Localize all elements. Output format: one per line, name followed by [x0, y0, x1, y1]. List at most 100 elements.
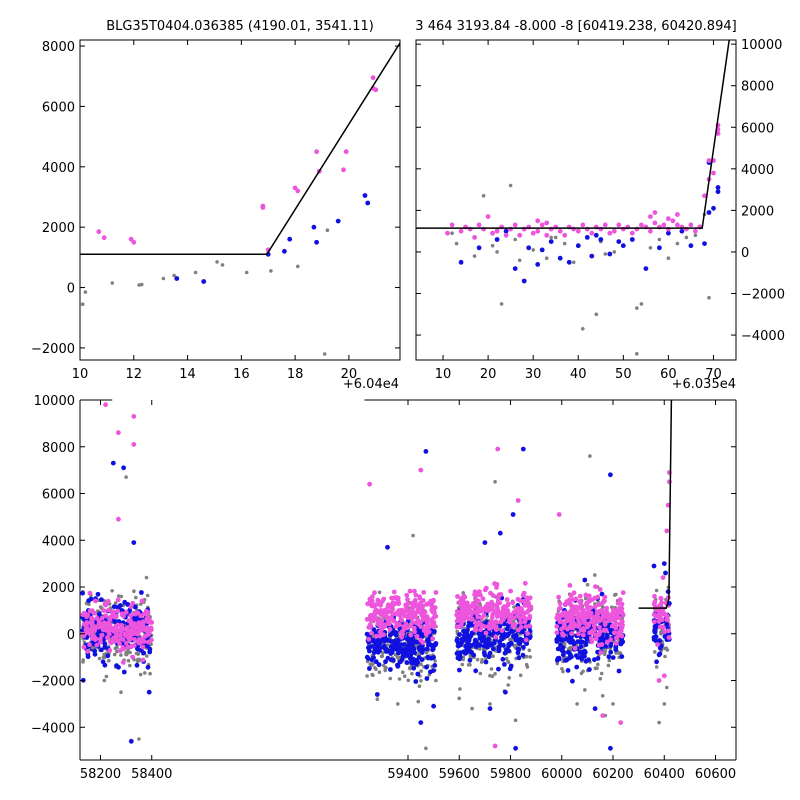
gray-point: [410, 671, 414, 676]
pink-point: [593, 584, 598, 589]
pink-point: [648, 214, 653, 220]
gray-outlier: [102, 678, 107, 683]
y-tick-label: −2000: [741, 288, 785, 303]
x-tick-label: 59800: [490, 767, 531, 782]
gray-point: [244, 270, 249, 275]
pink-point: [564, 610, 569, 616]
blue-point: [575, 243, 581, 249]
pink-point: [586, 609, 591, 615]
blue-point: [652, 624, 658, 629]
blue-point: [406, 646, 411, 652]
pink-point: [567, 601, 573, 607]
pink-point: [368, 618, 374, 623]
blue-point: [413, 679, 419, 684]
gray-point: [454, 241, 459, 246]
pink-point: [103, 613, 109, 618]
pink-point: [132, 623, 138, 628]
gray-outlier: [424, 746, 428, 751]
pink-point: [569, 615, 574, 620]
pink-point: [655, 642, 660, 647]
blue-point: [139, 590, 144, 595]
pink-point: [557, 606, 562, 612]
blue-point: [424, 664, 429, 670]
pink-point: [490, 230, 495, 236]
pink-point: [652, 220, 658, 226]
pink-point: [399, 617, 404, 623]
pink-point: [455, 594, 460, 599]
pink-outlier: [103, 402, 108, 408]
blue-point: [457, 667, 462, 673]
pink-point: [629, 230, 635, 236]
blue-outlier: [592, 706, 598, 711]
pink-point: [459, 602, 464, 608]
pink-point: [413, 600, 418, 606]
pink-outlier: [556, 512, 562, 517]
x-tick-label: 10: [72, 367, 89, 382]
pink-outlier: [665, 502, 671, 508]
pink-point: [119, 628, 124, 634]
pink-point: [558, 618, 564, 624]
y-tick-label: 0: [67, 282, 75, 297]
axis-frame: [415, 39, 737, 361]
pink-point: [472, 589, 478, 595]
blue-point: [456, 643, 461, 649]
top-right-title: 3 464 3193.84 -8.000 -8 [60419.238, 6042…: [415, 19, 736, 34]
gray-point: [397, 677, 402, 681]
blue-point: [424, 646, 430, 652]
blue-point: [464, 631, 470, 637]
pink-point: [380, 613, 385, 618]
blue-outlier: [487, 706, 493, 711]
x-tick-label: 60400: [644, 767, 685, 782]
pink-point: [560, 631, 565, 636]
pink-point: [420, 603, 426, 609]
gray-point: [480, 658, 484, 662]
pink-point: [373, 633, 379, 639]
y-tick-label: 2000: [42, 221, 75, 236]
gray-point: [517, 258, 522, 263]
blue-point: [414, 661, 419, 667]
gray-outlier: [396, 702, 400, 706]
pink-point: [593, 632, 599, 638]
blue-point: [496, 666, 501, 672]
gray-point: [220, 263, 225, 267]
x-tick-label: 30: [525, 367, 542, 382]
pink-point: [522, 619, 528, 624]
pink-point: [375, 597, 381, 603]
pink-point: [295, 188, 301, 194]
y-tick-label: 0: [741, 246, 749, 261]
pink-point: [522, 603, 528, 608]
blue-point: [174, 276, 180, 281]
gray-point: [81, 658, 85, 662]
gray-point: [325, 228, 330, 232]
blue-point: [141, 650, 147, 656]
gray-point: [490, 243, 495, 248]
pink-point: [139, 598, 145, 604]
pink-point: [562, 232, 568, 238]
blue-point: [471, 652, 476, 658]
blue-point: [477, 643, 483, 648]
gray-point: [417, 684, 422, 688]
pink-point: [433, 590, 439, 595]
pink-point: [369, 630, 374, 636]
pink-point: [107, 639, 113, 644]
pink-point: [406, 611, 412, 616]
pink-point: [391, 589, 397, 595]
y-tick-label: 8000: [741, 80, 774, 95]
gray-point: [662, 646, 667, 651]
pink-point: [402, 613, 408, 619]
pink-point: [564, 599, 570, 604]
y-tick-label: 6000: [42, 100, 75, 115]
y-tick-label: 6000: [741, 121, 774, 136]
pink-point: [466, 607, 471, 613]
pink-point: [592, 614, 597, 620]
pink-point: [115, 622, 121, 628]
pink-point: [410, 605, 416, 611]
pink-point: [619, 601, 625, 607]
blue-point: [314, 239, 319, 245]
pink-point: [382, 622, 388, 628]
pink-point: [343, 149, 349, 155]
pink-point: [413, 620, 419, 626]
pink-point: [87, 608, 93, 614]
pink-point: [576, 631, 581, 637]
gray-point: [380, 654, 385, 658]
